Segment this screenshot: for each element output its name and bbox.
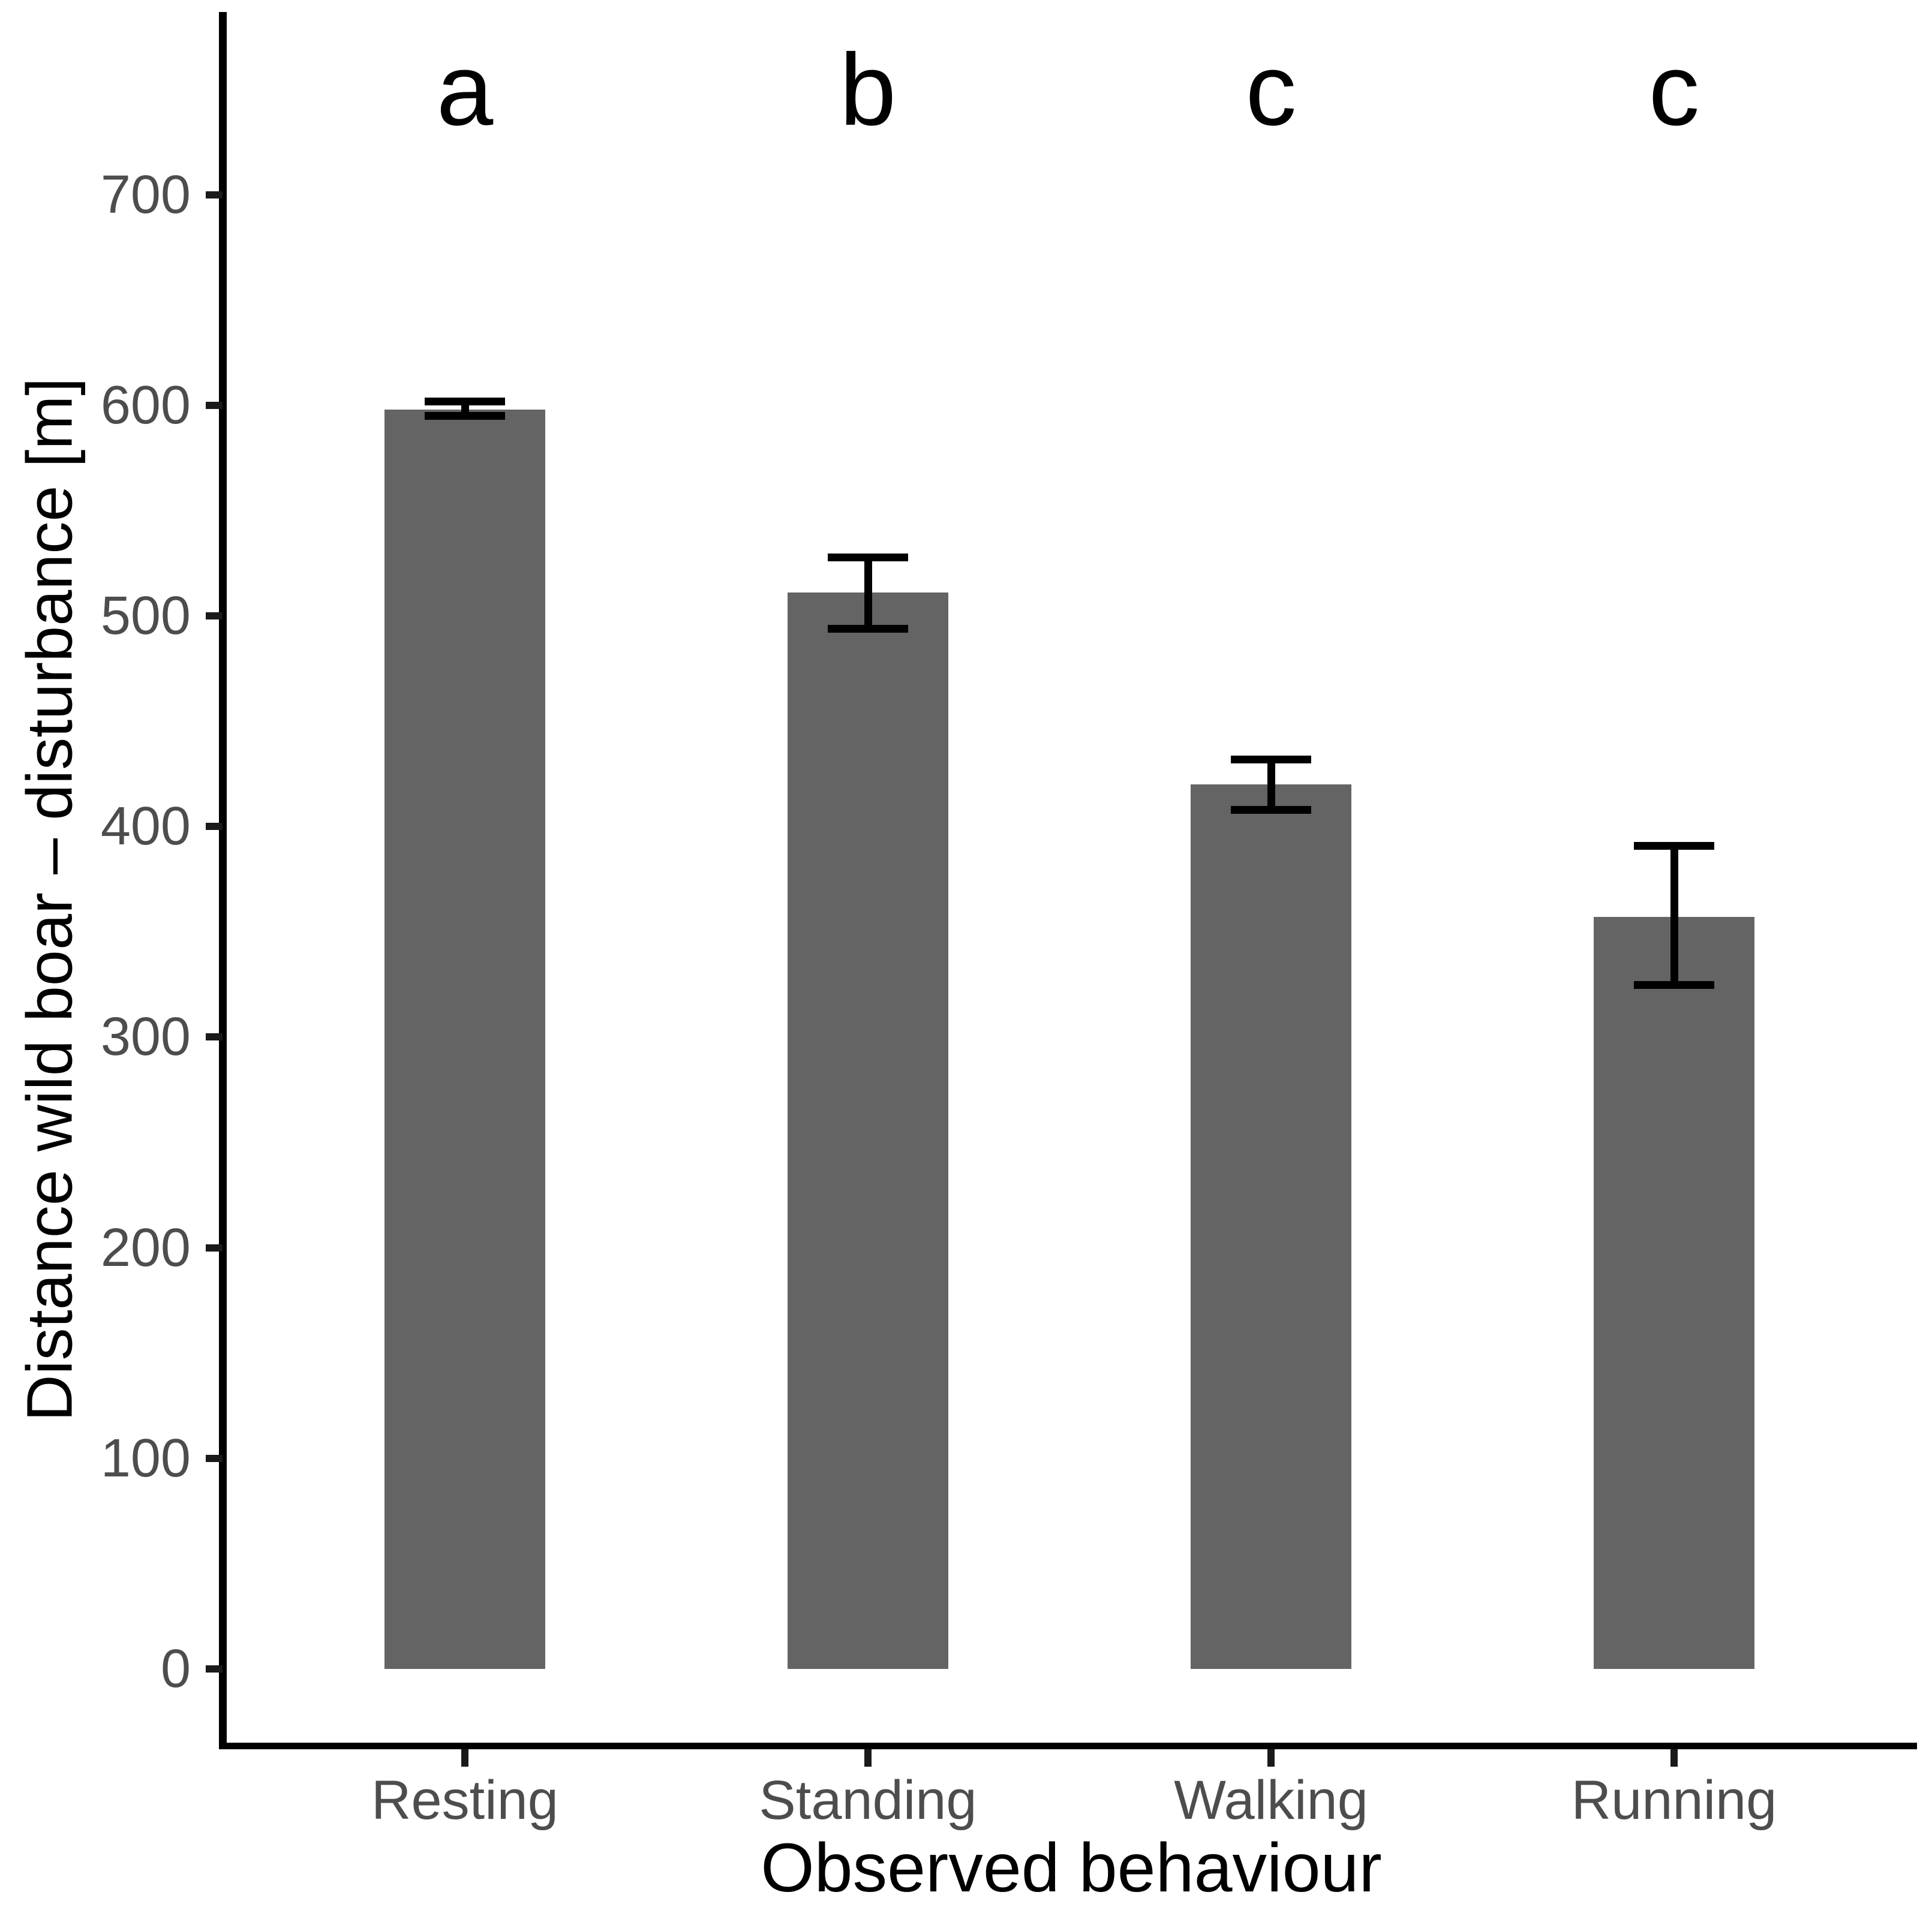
- x-axis-title: Observed behaviour: [761, 1830, 1382, 1906]
- error-bar-line: [1670, 845, 1678, 985]
- significance-letter: c: [1245, 33, 1297, 147]
- y-tick-mark: [206, 1033, 223, 1041]
- x-tick-mark: [864, 1749, 872, 1767]
- error-bar-cap-top: [425, 397, 505, 405]
- error-bar-cap-bottom: [828, 625, 908, 633]
- y-tick-mark: [206, 1665, 223, 1673]
- y-tick-mark: [206, 823, 223, 831]
- y-axis-title: Distance wild boar – disturbance [m]: [13, 377, 86, 1422]
- error-bar-cap-bottom: [425, 412, 505, 420]
- error-bar-cap-top: [1634, 841, 1714, 850]
- significance-letter: b: [839, 33, 897, 147]
- bar-running: [1594, 917, 1754, 1669]
- bar-walking: [1191, 784, 1351, 1669]
- error-bar-line: [1267, 759, 1275, 810]
- x-tick-label: Running: [1571, 1770, 1777, 1831]
- bar-standing: [788, 592, 948, 1669]
- y-tick-mark: [206, 401, 223, 409]
- error-bar-cap-top: [1231, 755, 1311, 763]
- x-tick-mark: [1267, 1749, 1275, 1767]
- y-tick-label: 300: [100, 1007, 191, 1067]
- error-bar-cap-top: [828, 553, 908, 561]
- y-tick-label: 400: [100, 796, 191, 857]
- y-tick-mark: [206, 191, 223, 198]
- x-tick-mark: [1670, 1749, 1678, 1767]
- y-tick-label: 100: [100, 1428, 191, 1488]
- y-tick-mark: [206, 1244, 223, 1252]
- y-tick-label: 700: [100, 164, 191, 225]
- y-tick-label: 0: [160, 1639, 191, 1699]
- y-axis-line: [219, 12, 227, 1749]
- x-tick-label: Standing: [759, 1770, 977, 1831]
- x-tick-label: Walking: [1174, 1770, 1368, 1831]
- bar-resting: [384, 409, 545, 1669]
- error-bar-line: [864, 557, 872, 629]
- y-tick-label: 200: [100, 1217, 191, 1278]
- error-bar-cap-bottom: [1634, 980, 1714, 989]
- y-tick-label: 500: [100, 586, 191, 646]
- x-axis-line: [219, 1743, 1917, 1749]
- significance-letter: a: [436, 33, 494, 147]
- y-tick-label: 600: [100, 375, 191, 435]
- significance-letter: c: [1648, 33, 1700, 147]
- y-tick-mark: [206, 1454, 223, 1462]
- error-bar-cap-bottom: [1231, 806, 1311, 814]
- y-tick-mark: [206, 612, 223, 619]
- x-tick-mark: [461, 1749, 468, 1767]
- x-tick-label: Resting: [371, 1770, 558, 1831]
